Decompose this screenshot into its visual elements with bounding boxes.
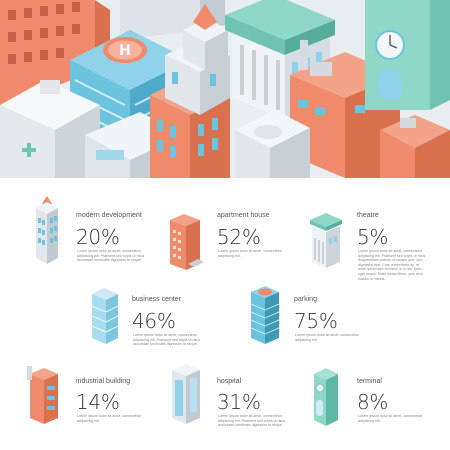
- stat-percent: 31%: [217, 390, 261, 414]
- stat-description: Lorem ipsum dolor sit amet, consectetur …: [77, 414, 141, 423]
- stat-label: modern development: [76, 212, 142, 219]
- industrial-building-icon: [27, 366, 58, 424]
- stat-percent: 46%: [132, 309, 176, 333]
- stat-label: apartment house: [217, 212, 270, 219]
- parking-icon: [250, 286, 280, 344]
- stat-label: business center: [132, 296, 182, 303]
- business-center-icon: [91, 288, 119, 344]
- stat-description: Lorem ipsum dolor sit amet, consectetur …: [77, 249, 145, 263]
- mint-roof-building: [225, 0, 335, 120]
- clock-tower-building: [365, 0, 450, 110]
- stat-label: parking: [294, 296, 317, 303]
- apartment-house-icon: [170, 214, 204, 270]
- stat-label: theatre: [357, 212, 379, 219]
- stat-percent: 5%: [357, 225, 389, 249]
- stat-percent: 8%: [357, 390, 389, 414]
- stat-percent: 52%: [217, 225, 261, 249]
- stat-description: Lorem ipsum dolor sit amet, consectetur …: [218, 249, 282, 258]
- helipad-letter: H: [119, 43, 131, 59]
- stat-description: Lorem ipsum dolor sit amet, consectetur …: [358, 249, 427, 281]
- stat-percent: 14%: [76, 390, 120, 414]
- stat-description: Lorem ipsum dolor sit amet, consectetur …: [218, 414, 286, 428]
- stat-percent: 75%: [294, 309, 338, 333]
- hero-city-illustration: H: [0, 0, 450, 178]
- stat-description: Lorem ipsum dolor sit amet, consectetur …: [133, 333, 201, 347]
- terminal-icon: [314, 368, 338, 426]
- hospital-icon: [172, 364, 200, 424]
- central-spire-tower: [150, 4, 230, 178]
- stat-description: Lorem ipsum dolor sit amet, consectetur …: [295, 333, 359, 342]
- theatre-icon: [310, 213, 342, 268]
- skyscraper-icon: [36, 196, 58, 264]
- stat-percent: 20%: [76, 225, 120, 249]
- stat-label: industrial building: [76, 378, 131, 385]
- stat-description: Lorem ipsum dolor sit amet, consectetur …: [358, 414, 422, 423]
- stat-label: terminal: [357, 378, 382, 385]
- stat-label: hospital: [217, 378, 242, 385]
